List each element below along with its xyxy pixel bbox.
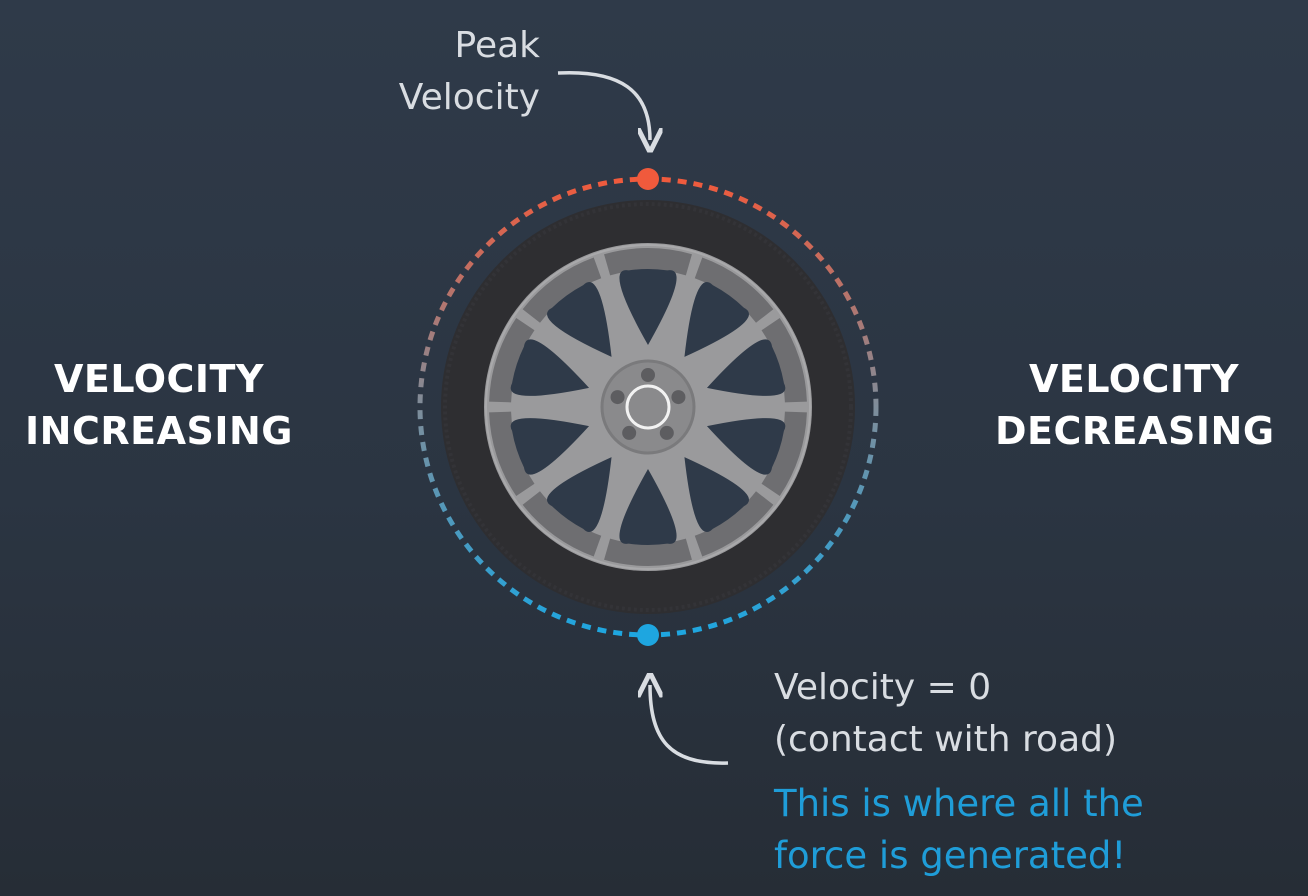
lug-nut (641, 368, 655, 382)
zero-label-line-2: (contact with road) (774, 719, 1118, 760)
rim-band-segment (522, 257, 602, 323)
force-note-line-2: force is generated! (774, 834, 1127, 877)
left-label-line-2: INCREASING (25, 409, 293, 453)
rim-band-segment (761, 317, 807, 403)
rim-gap (546, 457, 612, 533)
rim-gap (684, 457, 750, 533)
velocity-zero-label: Velocity = 0 (contact with road) (774, 662, 1294, 766)
curved-arrow-down-icon (557, 70, 650, 140)
rim-band-segment (694, 257, 774, 323)
peak-velocity-label: Peak Velocity (330, 20, 540, 124)
rim-band-segment (604, 248, 692, 276)
rim-band-segment (761, 411, 807, 497)
curved-arrow-up-icon (650, 685, 729, 765)
peak-velocity-point (637, 168, 659, 190)
right-label-line-1: VELOCITY (1029, 357, 1239, 401)
velocity-decreasing-label: VELOCITY DECREASING (995, 353, 1275, 457)
rim-band-segment (489, 411, 535, 497)
contact-point (637, 624, 659, 646)
rim-band-segment (522, 491, 602, 557)
rim-gap (619, 469, 677, 545)
rim-band-segment (489, 317, 535, 403)
rim-gap (706, 418, 786, 475)
rim-gap (684, 281, 750, 357)
lug-nut (659, 425, 674, 440)
left-label-line-1: VELOCITY (54, 357, 264, 401)
peak-label-line-2: Velocity (398, 77, 540, 118)
rim-gap (619, 268, 677, 345)
rim-band-segment (604, 538, 692, 566)
wheel-icon (441, 200, 855, 614)
velocity-increasing-label: VELOCITY INCREASING (20, 353, 298, 457)
rim-band-segment (694, 491, 774, 557)
lug-nut (671, 390, 686, 405)
lug-nut (610, 390, 625, 405)
rim-gap (510, 339, 590, 396)
force-note-line-1: This is where all the (774, 782, 1144, 825)
lug-nut (622, 425, 637, 440)
zero-label-line-1: Velocity = 0 (774, 667, 992, 708)
peak-label-line-1: Peak (454, 25, 540, 66)
rim-gap (510, 418, 590, 475)
rim-gap (706, 339, 786, 396)
right-label-line-2: DECREASING (995, 409, 1275, 453)
rim-gap (546, 281, 612, 357)
force-note: This is where all the force is generated… (774, 778, 1294, 882)
